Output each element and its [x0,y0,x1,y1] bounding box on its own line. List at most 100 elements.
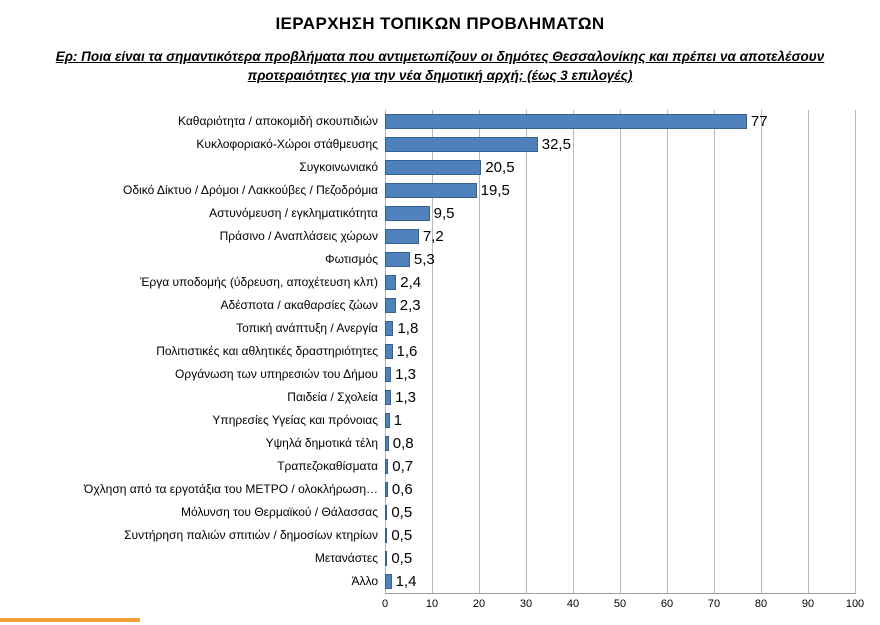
x-tick-label: 70 [707,597,721,610]
bar-value-label: 2,3 [399,296,421,314]
bar-row: 1,3 [385,386,855,409]
bar [385,274,397,290]
bar-row: 0,6 [385,478,855,501]
bar-row: 0,8 [385,432,855,455]
bar-row: 9,5 [385,202,855,225]
bar [385,458,389,474]
bar-value-label: 0,5 [391,549,413,567]
bar-value-label: 9,5 [433,204,455,222]
bar-value-label: 0,7 [392,457,414,475]
bar [385,297,396,313]
bar-value-label: 7,2 [422,227,444,245]
bar-row: 77 [385,110,855,133]
category-label: Φωτισμός [325,252,378,267]
bar-row: 5,3 [385,248,855,271]
bar-value-label: 1,4 [395,572,417,590]
bar-row: 1,4 [385,570,855,593]
x-tick-label: 10 [425,597,439,610]
bar [385,136,538,152]
bar-row: 19,5 [385,179,855,202]
bar-row: 2,4 [385,271,855,294]
plot-area: 77 32,5 20,5 19,5 9,5 7,2 5,3 2,4 2,3 1,8 1,6 1,3 1,… [385,109,856,594]
bar-value-label: 19,5 [480,181,510,199]
bar [385,205,430,221]
category-label: Μόλυνση του Θερμαϊκού / Θάλασσας [181,505,378,520]
category-label: Συγκοινωνιακό [299,160,378,175]
x-tick-label: 40 [566,597,580,610]
bar-value-label: 0,5 [391,503,413,521]
bar-value-label: 0,8 [392,434,414,452]
bar-row: 1,3 [385,363,855,386]
bar-value-label: 77 [750,112,768,130]
bar-row: 0,7 [385,455,855,478]
bar-row: 0,5 [385,547,855,570]
category-label: Μετανάστες [314,551,378,566]
bar [385,182,477,198]
bar-value-label: 1,6 [396,342,418,360]
bar [385,389,392,405]
bar-value-label: 1,8 [397,319,419,337]
bar [385,435,389,451]
x-tick-label: 60 [660,597,674,610]
bar-row: 1 [385,409,855,432]
x-tick-label: 50 [613,597,627,610]
chart-subtitle-line2: προτεραιότητες για την νέα δημοτική αρχή… [247,67,633,83]
category-label: Οδικό Δίκτυο / Δρόμοι / Λακκούβες / Πεζο… [123,183,378,198]
bar-value-label: 1,3 [395,365,416,383]
category-label: Συντήρηση παλιών σπιτιών / δημοσίων κτηρ… [124,528,378,543]
category-label: Κυκλοφοριακό-Χώροι στάθμευσης [196,137,378,152]
bar-value-label: 32,5 [541,135,571,153]
x-tick-label: 20 [472,597,486,610]
category-label: Τραπεζοκαθίσματα [277,459,378,474]
x-tick-label: 100 [845,597,865,610]
bar-row: 1,6 [385,340,855,363]
category-label: Παιδεία / Σχολεία [287,390,378,405]
bar-value-label: 1,3 [395,388,416,406]
bar-value-label: 5,3 [413,250,435,268]
bar-row: 0,5 [385,524,855,547]
bar-value-label: 2,4 [400,273,422,291]
x-tick-label: 30 [519,597,533,610]
category-label: Υψηλά δημοτικά τέλη [265,436,378,451]
x-tick-label: 90 [801,597,815,610]
bar-row: 32,5 [385,133,855,156]
bar-value-label: 0,5 [391,526,413,544]
category-label: Οργάνωση των υπηρεσιών του Δήμου [175,367,378,382]
bar-chart: Καθαριότητα / αποκομιδή σκουπιδιών Κυκλοφ… [10,109,880,594]
category-label: Άλλο [351,574,378,589]
bar [385,412,390,428]
bar [385,228,419,244]
category-label: Αδέσποτα / ακαθαρσίες ζώων [220,298,379,313]
bar-value-label: 0,6 [391,480,413,498]
category-label: Τοπική ανάπτυξη / Ανεργία [236,321,378,336]
category-label: Όχληση από τα εργοτάξια του ΜΕΤΡΟ / ολοκ… [84,482,378,497]
chart-subtitle: Ερ: Ποια είναι τα σημαντικότερα προβλήμα… [0,48,880,86]
bar [385,573,392,589]
category-label: Καθαριότητα / αποκομιδή σκουπιδιών [178,114,378,129]
bar [385,504,388,520]
bar [385,251,410,267]
bar [385,481,388,497]
bar-row: 20,5 [385,156,855,179]
chart-title: ΙΕΡΑΡΧΗΣΗ ΤΟΠΙΚΩΝ ΠΡΟΒΛΗΜΑΤΩΝ [275,14,605,33]
bar [385,343,393,359]
footer-accent-line [0,618,140,622]
category-label: Αστυνόμευση / εγκληματικότητα [209,206,378,221]
x-tick-label: 0 [381,597,389,610]
category-label: Υπηρεσίες Υγείας και πρόνοιας [212,413,378,428]
bar [385,159,482,175]
bar [385,113,747,129]
bar-value-label: 20,5 [485,158,515,176]
category-label: Πράσινο / Αναπλάσεις χώρων [219,229,378,244]
x-axis: 0 10 20 30 40 50 60 70 80 90 100 [381,594,864,614]
bar-value-label: 1 [393,411,403,429]
bar-row: 7,2 [385,225,855,248]
x-tick-label: 80 [754,597,768,610]
bar-row: 1,8 [385,317,855,340]
category-label: Πολιτιστικές και αθλητικές δραστηριότητε… [156,344,378,359]
bar-row: 2,3 [385,294,855,317]
bar [385,320,394,336]
bar [385,527,388,543]
bar-row: 0,5 [385,501,855,524]
